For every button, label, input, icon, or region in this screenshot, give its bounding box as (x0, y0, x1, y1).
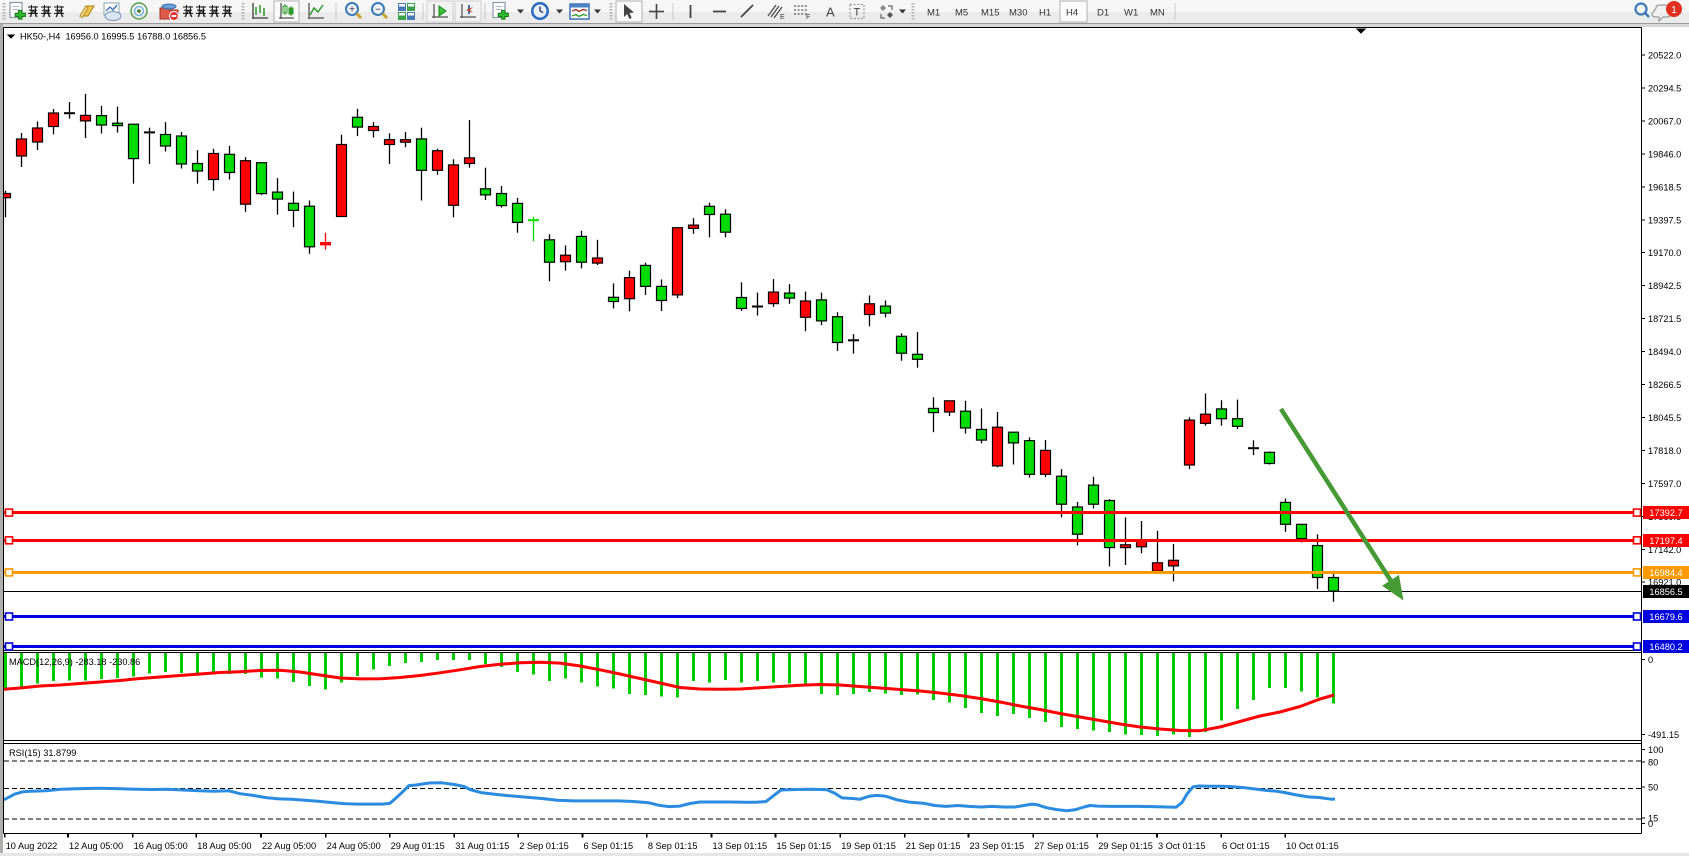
svg-text:22 Aug 05:00: 22 Aug 05:00 (262, 841, 316, 851)
svg-text:17392.7: 17392.7 (1649, 508, 1682, 518)
svg-text:50: 50 (1648, 783, 1658, 793)
svg-text:16679.6: 16679.6 (1649, 612, 1682, 622)
svg-text:6 Sep 01:15: 6 Sep 01:15 (584, 841, 634, 851)
svg-text:1: 1 (1671, 5, 1677, 16)
svg-text:A: A (826, 5, 835, 20)
svg-text:20294.5: 20294.5 (1648, 84, 1681, 94)
svg-text:MACD(12,26,9) -283.18 -230.86: MACD(12,26,9) -283.18 -230.86 (9, 657, 140, 667)
svg-text:10 Oct 01:15: 10 Oct 01:15 (1286, 841, 1339, 851)
svg-text:17197.4: 17197.4 (1649, 536, 1682, 546)
svg-text:17818.0: 17818.0 (1648, 446, 1681, 456)
svg-text:16480.2: 16480.2 (1649, 642, 1682, 652)
svg-text:18266.5: 18266.5 (1648, 380, 1681, 390)
svg-text:6 Oct 01:15: 6 Oct 01:15 (1222, 841, 1270, 851)
svg-text:-491.15: -491.15 (1648, 730, 1679, 740)
svg-text:18045.5: 18045.5 (1648, 413, 1681, 423)
svg-text:18 Aug 05:00: 18 Aug 05:00 (197, 841, 251, 851)
svg-text:8 Sep 01:15: 8 Sep 01:15 (648, 841, 698, 851)
svg-text:19397.5: 19397.5 (1648, 215, 1681, 225)
svg-text:+: + (349, 5, 355, 16)
svg-text:16921.0: 16921.0 (1648, 578, 1681, 588)
svg-text:16 Aug 05:00: 16 Aug 05:00 (134, 841, 188, 851)
svg-text:19170.0: 19170.0 (1648, 248, 1681, 258)
svg-text:0: 0 (1648, 655, 1653, 665)
svg-text:10 Aug 2022: 10 Aug 2022 (6, 841, 58, 851)
svg-text:0: 0 (1648, 819, 1653, 829)
svg-text:M15: M15 (981, 8, 999, 19)
svg-text:19846.0: 19846.0 (1648, 149, 1681, 159)
svg-text:W1: W1 (1124, 8, 1138, 19)
svg-text:3 Oct 01:15: 3 Oct 01:15 (1158, 841, 1206, 851)
svg-text:18942.5: 18942.5 (1648, 281, 1681, 291)
svg-text:100: 100 (1648, 745, 1663, 755)
svg-text:16984.4: 16984.4 (1649, 568, 1682, 578)
svg-text:H1: H1 (1039, 8, 1051, 19)
svg-text:2 Sep 01:15: 2 Sep 01:15 (519, 841, 569, 851)
svg-text:E: E (780, 14, 785, 21)
svg-text:13 Sep 01:15: 13 Sep 01:15 (713, 841, 768, 851)
svg-text:20067.0: 20067.0 (1648, 116, 1681, 126)
svg-text:12 Aug 05:00: 12 Aug 05:00 (69, 841, 123, 851)
svg-text:M5: M5 (955, 8, 968, 19)
svg-text:HK50-,H4 16956.0 16995.5 1678: HK50-,H4 16956.0 16995.5 16788.0 16856.5 (20, 32, 206, 42)
svg-text:19 Sep 01:15: 19 Sep 01:15 (841, 841, 896, 851)
svg-text:18494.0: 18494.0 (1648, 347, 1681, 357)
svg-text:20522.0: 20522.0 (1648, 51, 1681, 61)
svg-text:−: − (375, 5, 381, 16)
svg-text:80: 80 (1648, 758, 1658, 768)
svg-text:D1: D1 (1097, 8, 1109, 19)
svg-text:29 Sep 01:15: 29 Sep 01:15 (1098, 841, 1153, 851)
svg-text:F: F (806, 14, 810, 21)
svg-text:RSI(15) 31.8799: RSI(15) 31.8799 (9, 748, 76, 758)
svg-text:17597.0: 17597.0 (1648, 479, 1681, 489)
svg-text:M30: M30 (1009, 8, 1027, 19)
svg-text:24 Aug 05:00: 24 Aug 05:00 (327, 841, 381, 851)
svg-text:M1: M1 (927, 8, 940, 19)
svg-text:21 Sep 01:15: 21 Sep 01:15 (906, 841, 961, 851)
svg-text:15: 15 (1648, 814, 1658, 824)
svg-text:29 Aug 01:15: 29 Aug 01:15 (391, 841, 445, 851)
svg-text:18721.5: 18721.5 (1648, 314, 1681, 324)
svg-text:31 Aug 01:15: 31 Aug 01:15 (455, 841, 509, 851)
svg-text:17142.0: 17142.0 (1648, 545, 1681, 555)
svg-text:H4: H4 (1066, 8, 1078, 19)
svg-text:15 Sep 01:15: 15 Sep 01:15 (777, 841, 832, 851)
svg-text:MN: MN (1150, 8, 1165, 19)
svg-text:19618.5: 19618.5 (1648, 182, 1681, 192)
svg-text:27 Sep 01:15: 27 Sep 01:15 (1034, 841, 1089, 851)
svg-text:T: T (854, 7, 861, 19)
svg-text:16856.5: 16856.5 (1649, 587, 1682, 597)
svg-text:23 Sep 01:15: 23 Sep 01:15 (970, 841, 1025, 851)
